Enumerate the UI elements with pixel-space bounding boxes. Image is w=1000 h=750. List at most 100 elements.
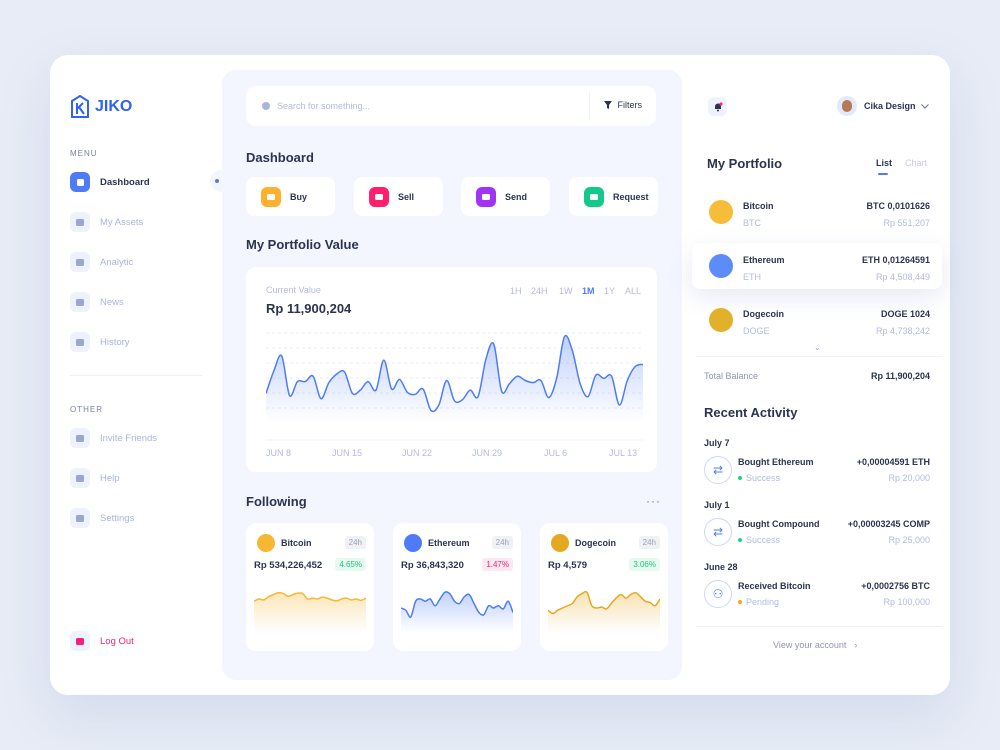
coin-symbol: BTC	[743, 218, 761, 228]
series-line	[401, 591, 513, 618]
area-fill	[401, 591, 513, 633]
coin-name: Ethereum	[743, 255, 785, 265]
filter-icon	[603, 101, 612, 109]
view-account-label: View your account	[773, 640, 847, 650]
x-tick-label: JUN 29	[472, 448, 503, 458]
coin-name: Bitcoin	[281, 538, 312, 548]
action-label: Request	[613, 191, 649, 202]
change-badge: 4.65%	[335, 558, 366, 571]
notification-button[interactable]	[708, 97, 727, 116]
activity-item[interactable]: ⇄ Bought Compound Success +0,00003245 COMP R…	[704, 517, 930, 547]
portfolio-value-chart-card: Current Value Rp 11,900,204 1H 24H 1W 1M 1Y A…	[246, 267, 657, 472]
portfolio-item-bitcoin[interactable]: Bitcoin BTC BTC 0,0101626 Rp 551,207	[692, 189, 942, 235]
avatar[interactable]	[837, 96, 857, 116]
portfolio-item-ethereum[interactable]: Ethereum ETH ETH 0,01264591 Rp 4,508,449	[692, 243, 942, 289]
logo[interactable]: JIKO	[70, 95, 132, 118]
gear-icon	[70, 508, 90, 528]
change-badge: 3.06%	[629, 558, 660, 571]
activity-status: Success	[738, 473, 780, 483]
activity-item[interactable]: ⇄ Bought Ethereum Success +0,00004591 ETH Rp…	[704, 455, 930, 485]
filters-label: Filters	[617, 100, 643, 110]
timeframe-24h[interactable]: 24H	[531, 286, 548, 296]
swap-icon: ⇄	[704, 456, 732, 484]
folder-icon	[70, 428, 90, 448]
portfolio-item-dogecoin[interactable]: Dogecoin DOGE DOGE 1024 Rp 4,738,242	[692, 297, 942, 343]
user-name: Cika Design	[864, 101, 916, 111]
menu-section-label: MENU	[70, 149, 98, 158]
activity-date: July 7	[704, 438, 730, 448]
coin-price: Rp 534,226,452	[254, 560, 323, 571]
following-card-dogecoin[interactable]: Dogecoin 24h Rp 4,579 3.06%	[540, 523, 668, 651]
series-line	[548, 590, 660, 615]
area-fill	[254, 592, 366, 633]
sparkline-chart	[401, 591, 513, 633]
x-tick-label: JUN 15	[332, 448, 363, 458]
action-label: Sell	[398, 191, 415, 202]
logout-button[interactable]: Log Out	[70, 631, 134, 651]
search-bar[interactable]: Search for something... Filters	[246, 86, 656, 126]
current-value-label: Current Value	[266, 285, 321, 295]
view-account-link[interactable]: View your account ›	[773, 640, 857, 650]
tab-list-underline	[878, 173, 888, 175]
send-button[interactable]: Send	[461, 177, 550, 216]
activity-item[interactable]: ⚇ Received Bitcoin Pending +0,0002756 BTC Rp…	[704, 579, 930, 609]
buy-button[interactable]: Buy	[246, 177, 335, 216]
activity-value: Rp 25,000	[888, 535, 930, 545]
sidebar-item-settings[interactable]: Settings	[70, 508, 134, 528]
tab-chart[interactable]: Chart	[905, 158, 928, 168]
coin-name: Dogecoin	[575, 538, 617, 548]
portfolio-divider	[696, 356, 942, 357]
activity-status: Pending	[738, 597, 779, 607]
sidebar-divider	[70, 375, 202, 376]
status-label: Success	[746, 473, 781, 483]
status-dot	[738, 538, 742, 542]
chevron-down-icon	[920, 103, 929, 109]
sidebar-item-label: My Assets	[100, 216, 144, 228]
activity-title: Bought Ethereum	[738, 457, 814, 467]
period-badge: 24h	[491, 536, 513, 549]
sidebar-item-invite-friends[interactable]: Invite Friends	[70, 428, 157, 448]
filters-button[interactable]: Filters	[603, 100, 643, 110]
logout-icon	[70, 631, 90, 651]
tab-list[interactable]: List	[876, 158, 893, 168]
recent-activity-title: Recent Activity	[704, 405, 798, 420]
timeframe-1w[interactable]: 1W	[559, 286, 573, 296]
coin-value: Rp 551,207	[883, 218, 930, 228]
document-icon	[70, 292, 90, 312]
current-value: Rp 11,900,204	[266, 301, 352, 316]
timeframe-1y[interactable]: 1Y	[604, 286, 616, 296]
more-options-icon[interactable]: ···	[646, 494, 661, 508]
following-card-bitcoin[interactable]: Bitcoin 24h Rp 534,226,452 4.65%	[246, 523, 374, 651]
total-balance-value: Rp 11,900,204	[870, 371, 930, 381]
following-card-ethereum[interactable]: Ethereum 24h Rp 36,843,320 1.47%	[393, 523, 521, 651]
sidebar-item-label: Dashboard	[100, 176, 150, 188]
sidebar-item-my-assets[interactable]: My Assets	[70, 212, 143, 232]
activity-title: Bought Compound	[738, 519, 820, 529]
activity-amount: +0,0002756 BTC	[861, 581, 930, 591]
status-label: Success	[746, 535, 781, 545]
timeframe-all[interactable]: ALL	[625, 286, 642, 296]
coin-amount: ETH 0,01264591	[861, 255, 930, 265]
area-fill	[266, 335, 643, 422]
sidebar-item-dashboard[interactable]: Dashboard	[70, 172, 150, 192]
bell-icon	[714, 101, 723, 111]
sidebar-item-history[interactable]: History	[70, 332, 130, 352]
dashboard-title: Dashboard	[246, 150, 314, 165]
coin-amount: BTC 0,0101626	[866, 201, 930, 211]
coin-name: Ethereum	[428, 538, 470, 548]
request-button[interactable]: Request	[569, 177, 658, 216]
chevron-right-icon: ›	[854, 640, 858, 650]
sell-button[interactable]: Sell	[354, 177, 443, 216]
timeframe-1m[interactable]: 1M	[582, 286, 595, 296]
search-input[interactable]: Search for something...	[277, 101, 371, 111]
tag-icon	[369, 186, 389, 207]
sidebar-item-help[interactable]: Help	[70, 468, 120, 488]
sidebar-item-news[interactable]: News	[70, 292, 124, 312]
sidebar-item-analytic[interactable]: Analytic	[70, 252, 133, 272]
timeframe-1h[interactable]: 1H	[510, 286, 522, 296]
portfolio-line-chart	[266, 332, 643, 441]
user-menu[interactable]: Cika Design	[864, 101, 929, 111]
help-icon	[70, 468, 90, 488]
clock-icon	[70, 332, 90, 352]
expand-chevron-icon[interactable]: ⌄	[814, 343, 821, 352]
